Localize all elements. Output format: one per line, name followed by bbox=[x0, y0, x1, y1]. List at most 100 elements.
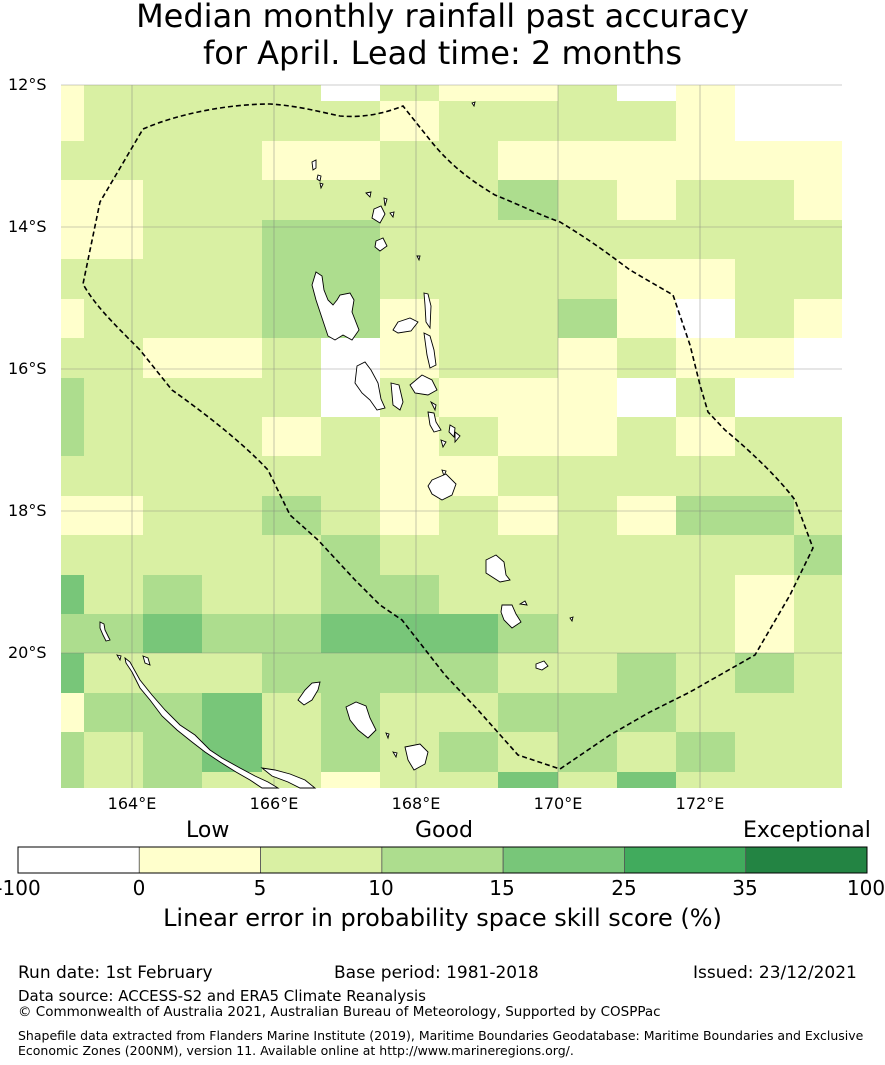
skill-cell bbox=[61, 299, 84, 338]
skill-cell bbox=[498, 338, 558, 378]
skill-cell bbox=[439, 653, 498, 693]
skill-cell bbox=[143, 496, 202, 535]
skill-cell bbox=[202, 614, 262, 653]
colorbar-segment bbox=[624, 846, 747, 874]
skill-cell bbox=[202, 653, 262, 693]
skill-cell bbox=[676, 535, 735, 575]
skill-cell bbox=[84, 456, 143, 496]
skill-cell bbox=[794, 338, 842, 378]
skill-cell bbox=[794, 378, 842, 417]
lat-label-20s: 20°S bbox=[8, 643, 47, 662]
skill-cell bbox=[61, 141, 84, 180]
skill-cell bbox=[439, 259, 498, 299]
skill-cell bbox=[676, 141, 735, 180]
lat-label-18s: 18°S bbox=[8, 501, 47, 520]
skill-cell bbox=[61, 575, 84, 614]
skill-cell bbox=[735, 101, 794, 141]
skill-cell bbox=[498, 259, 558, 299]
skill-cell bbox=[735, 535, 794, 575]
skill-cell bbox=[262, 141, 321, 180]
skill-cell bbox=[735, 259, 794, 299]
skill-cell bbox=[321, 259, 380, 299]
skill-cell bbox=[202, 101, 262, 141]
skill-cell bbox=[380, 259, 439, 299]
skill-cell bbox=[61, 101, 84, 141]
skill-cell bbox=[794, 614, 842, 653]
skill-cell bbox=[676, 653, 735, 693]
skill-grid bbox=[61, 85, 842, 788]
skill-cell bbox=[439, 614, 498, 653]
skill-cell bbox=[735, 456, 794, 496]
skill-cell bbox=[735, 693, 794, 732]
skill-cell bbox=[735, 141, 794, 180]
skill-cell bbox=[676, 378, 735, 417]
skill-cell bbox=[617, 496, 676, 535]
skill-cell bbox=[84, 338, 143, 378]
skill-cell bbox=[498, 180, 558, 220]
skill-cell bbox=[321, 101, 380, 141]
skill-cell bbox=[617, 378, 676, 417]
skill-cell bbox=[61, 180, 84, 220]
skill-cell bbox=[380, 496, 439, 535]
skill-cell bbox=[262, 220, 321, 259]
skill-cell bbox=[439, 732, 498, 772]
skill-cell bbox=[143, 456, 202, 496]
skill-cell bbox=[84, 417, 143, 456]
skill-cell bbox=[498, 141, 558, 180]
skill-cell bbox=[143, 378, 202, 417]
skill-cell bbox=[794, 732, 842, 772]
skill-cell bbox=[498, 496, 558, 535]
colorbar-segment bbox=[745, 846, 868, 874]
skill-cell bbox=[735, 575, 794, 614]
skill-cell bbox=[617, 141, 676, 180]
skill-cell bbox=[61, 535, 84, 575]
skill-cell bbox=[61, 220, 84, 259]
copyright: © Commonwealth of Australia 2021, Austra… bbox=[18, 1004, 661, 1020]
skill-cell bbox=[262, 299, 321, 338]
colorbar-segment bbox=[381, 846, 504, 874]
colorbar-tick: 25 bbox=[611, 876, 637, 900]
lon-label-168e: 168°E bbox=[391, 794, 441, 813]
skill-cell bbox=[202, 378, 262, 417]
skill-cell bbox=[61, 772, 84, 788]
skill-cell bbox=[794, 575, 842, 614]
skill-cell bbox=[262, 575, 321, 614]
skill-cell bbox=[84, 732, 143, 772]
skill-cell bbox=[617, 417, 676, 456]
skill-cell bbox=[558, 575, 617, 614]
lon-label-164e: 164°E bbox=[107, 794, 157, 813]
skill-cell bbox=[202, 338, 262, 378]
skill-cell bbox=[202, 220, 262, 259]
skill-cell bbox=[617, 456, 676, 496]
skill-cell bbox=[439, 101, 498, 141]
skill-cell bbox=[676, 85, 735, 101]
skill-cell bbox=[143, 101, 202, 141]
skill-cell bbox=[262, 338, 321, 378]
skill-cell bbox=[202, 259, 262, 299]
skill-cell bbox=[262, 101, 321, 141]
skill-cell bbox=[84, 772, 143, 788]
skill-cell bbox=[84, 535, 143, 575]
skill-cell bbox=[617, 535, 676, 575]
category-low: Low bbox=[186, 818, 230, 843]
skill-cell bbox=[380, 180, 439, 220]
skill-cell bbox=[439, 338, 498, 378]
skill-cell bbox=[735, 338, 794, 378]
skill-cell bbox=[676, 575, 735, 614]
skill-cell bbox=[676, 456, 735, 496]
lat-label-12s: 12°S bbox=[8, 75, 47, 94]
skill-cell bbox=[617, 732, 676, 772]
skill-cell bbox=[380, 575, 439, 614]
skill-cell bbox=[498, 101, 558, 141]
skill-cell bbox=[321, 772, 380, 788]
skill-cell bbox=[84, 220, 143, 259]
skill-cell bbox=[321, 535, 380, 575]
skill-cell bbox=[61, 653, 84, 693]
skill-cell bbox=[558, 378, 617, 417]
skill-cell bbox=[143, 614, 202, 653]
skill-cell bbox=[617, 101, 676, 141]
skill-cell bbox=[676, 101, 735, 141]
skill-cell bbox=[794, 259, 842, 299]
skill-cell bbox=[143, 417, 202, 456]
skill-cell bbox=[380, 417, 439, 456]
